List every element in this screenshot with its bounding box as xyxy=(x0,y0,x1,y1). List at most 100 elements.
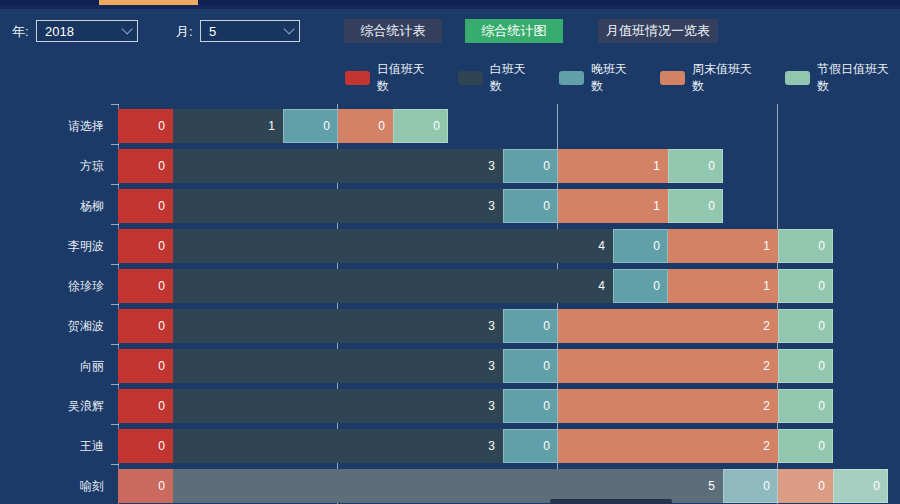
segment-value-label: 0 xyxy=(158,399,165,413)
bar-segment[interactable]: 1 xyxy=(668,229,778,263)
segment-value-label: 4 xyxy=(598,279,605,293)
segment-value-label: 0 xyxy=(433,119,440,133)
bar-segment[interactable]: 0 xyxy=(118,269,173,303)
bar-segment[interactable]: 0 xyxy=(118,149,173,183)
bar-row: 05000 xyxy=(118,469,888,503)
bar-segment[interactable]: 0 xyxy=(778,309,833,343)
bar-segment[interactable]: 1 xyxy=(558,149,668,183)
bar-segment[interactable]: 0 xyxy=(283,109,338,143)
segment-value-label: 0 xyxy=(158,119,165,133)
legend-item[interactable]: 节假日值班天数 xyxy=(785,61,900,95)
bar-segment[interactable]: 0 xyxy=(778,469,833,503)
segment-value-label: 2 xyxy=(763,439,770,453)
bar-segment[interactable]: 1 xyxy=(668,269,778,303)
bar-segment[interactable]: 0 xyxy=(778,349,833,383)
stats-chart-button[interactable]: 综合统计图 xyxy=(465,19,563,43)
year-select[interactable]: 2018 xyxy=(36,20,138,42)
segment-value-label: 0 xyxy=(378,119,385,133)
bar-segment[interactable]: 2 xyxy=(558,429,778,463)
bar-segment[interactable]: 0 xyxy=(778,429,833,463)
category-label: 请选择 xyxy=(0,109,112,143)
bar-segment[interactable]: 0 xyxy=(833,469,888,503)
bar-segment[interactable]: 3 xyxy=(173,349,503,383)
bar-segment[interactable]: 0 xyxy=(723,469,778,503)
bar-segment[interactable]: 3 xyxy=(173,389,503,423)
segment-value-label: 0 xyxy=(873,479,880,493)
segment-value-label: 0 xyxy=(708,159,715,173)
bar-segment[interactable]: 0 xyxy=(503,149,558,183)
segment-value-label: 5 xyxy=(708,479,715,493)
segment-value-label: 0 xyxy=(323,119,330,133)
segment-value-label: 0 xyxy=(158,199,165,213)
y-axis-tick xyxy=(111,224,119,225)
segment-value-label: 0 xyxy=(763,479,770,493)
bar-segment[interactable]: 0 xyxy=(778,269,833,303)
y-axis-tick xyxy=(111,344,119,345)
segment-value-label: 0 xyxy=(158,159,165,173)
bar-segment[interactable]: 0 xyxy=(118,429,173,463)
segment-value-label: 0 xyxy=(543,359,550,373)
segment-value-label: 0 xyxy=(543,199,550,213)
bar-segment[interactable]: 3 xyxy=(173,429,503,463)
bar-segment[interactable]: 0 xyxy=(503,309,558,343)
segment-value-label: 0 xyxy=(158,359,165,373)
bar-segment[interactable]: 4 xyxy=(173,269,613,303)
segment-value-label: 3 xyxy=(488,159,495,173)
month-select-value: 5 xyxy=(209,24,277,39)
bar-segment[interactable]: 2 xyxy=(558,389,778,423)
bar-segment[interactable]: 0 xyxy=(118,389,173,423)
bar-segment[interactable]: 0 xyxy=(118,309,173,343)
bar-segment[interactable]: 0 xyxy=(778,389,833,423)
category-label: 徐珍珍 xyxy=(0,269,112,303)
segment-value-label: 0 xyxy=(158,319,165,333)
segment-value-label: 0 xyxy=(653,279,660,293)
bar-segment[interactable]: 1 xyxy=(558,189,668,223)
legend-item[interactable]: 晚班天数 xyxy=(559,61,638,95)
bar-segment[interactable]: 0 xyxy=(118,469,173,503)
monthly-duty-overview-button[interactable]: 月值班情况一览表 xyxy=(598,19,718,43)
legend-swatch xyxy=(785,71,810,85)
bar-segment[interactable]: 2 xyxy=(558,349,778,383)
bar-segment[interactable]: 3 xyxy=(173,309,503,343)
category-label: 贺湘波 xyxy=(0,309,112,343)
bar-segment[interactable]: 0 xyxy=(668,189,723,223)
bar-segment[interactable]: 0 xyxy=(613,269,668,303)
legend-item[interactable]: 周末值班天数 xyxy=(660,61,763,95)
bar-segment[interactable]: 0 xyxy=(778,229,833,263)
bar-row: 03020 xyxy=(118,309,833,343)
legend-label: 节假日值班天数 xyxy=(817,61,900,95)
bar-segment[interactable]: 4 xyxy=(173,229,613,263)
bar-segment[interactable]: 0 xyxy=(613,229,668,263)
bar-segment[interactable]: 2 xyxy=(558,309,778,343)
bar-segment[interactable]: 0 xyxy=(503,429,558,463)
bar-segment[interactable]: 0 xyxy=(503,189,558,223)
horizontal-scrollbar-thumb[interactable] xyxy=(550,499,672,504)
bar-segment[interactable]: 0 xyxy=(668,149,723,183)
bar-segment[interactable]: 3 xyxy=(173,189,503,223)
chevron-down-icon xyxy=(121,23,132,34)
y-axis-tick xyxy=(111,264,119,265)
bar-segment[interactable]: 0 xyxy=(338,109,393,143)
y-axis-tick xyxy=(111,464,119,465)
bar-segment[interactable]: 5 xyxy=(173,469,723,503)
segment-value-label: 0 xyxy=(818,319,825,333)
legend-item[interactable]: 日值班天数 xyxy=(345,61,436,95)
bar-segment[interactable]: 0 xyxy=(118,229,173,263)
bar-segment[interactable]: 0 xyxy=(118,189,173,223)
bar-segment[interactable]: 0 xyxy=(503,389,558,423)
segment-value-label: 0 xyxy=(708,199,715,213)
month-select[interactable]: 5 xyxy=(200,20,300,42)
segment-value-label: 0 xyxy=(543,399,550,413)
stats-table-button[interactable]: 综合统计表 xyxy=(344,19,442,43)
bar-segment[interactable]: 0 xyxy=(503,349,558,383)
bar-segment[interactable]: 3 xyxy=(173,149,503,183)
bar-segment[interactable]: 1 xyxy=(173,109,283,143)
segment-value-label: 2 xyxy=(763,359,770,373)
bar-segment[interactable]: 0 xyxy=(118,349,173,383)
bar-segment[interactable]: 0 xyxy=(393,109,448,143)
segment-value-label: 0 xyxy=(818,359,825,373)
bar-segment[interactable]: 0 xyxy=(118,109,173,143)
legend-item[interactable]: 白班天数 xyxy=(458,61,537,95)
segment-value-label: 0 xyxy=(653,239,660,253)
segment-value-label: 0 xyxy=(818,279,825,293)
